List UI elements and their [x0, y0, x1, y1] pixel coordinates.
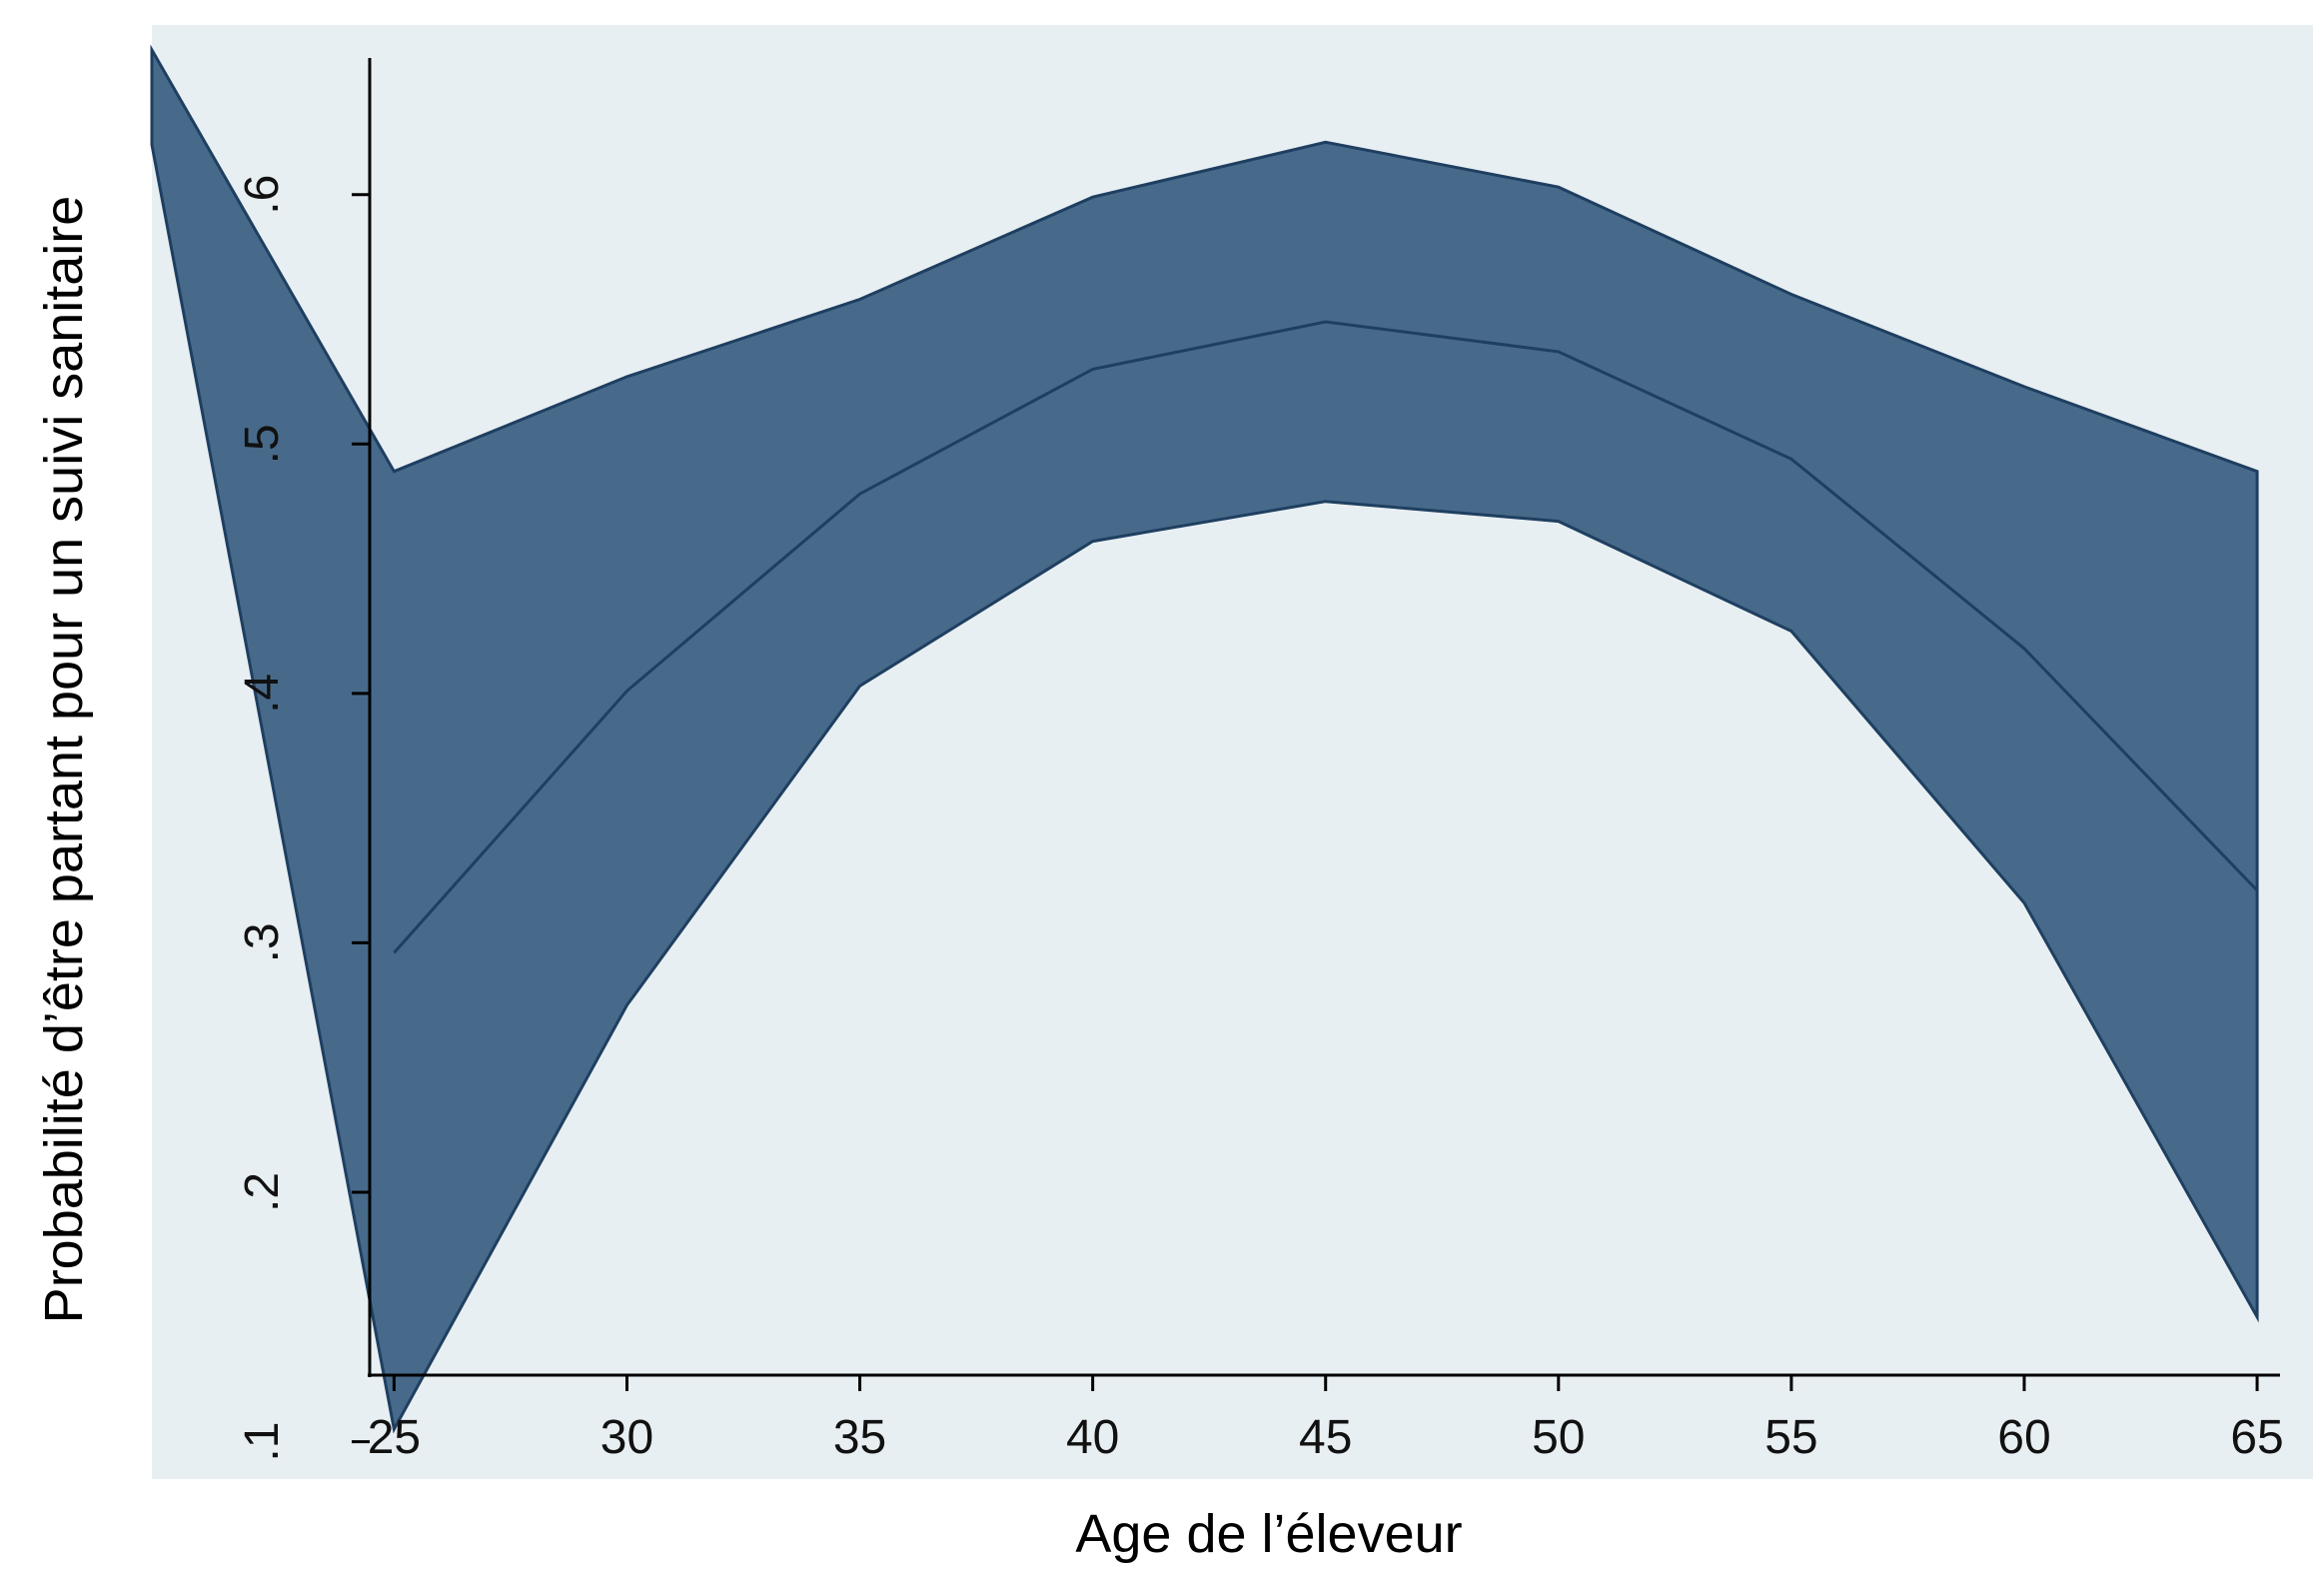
- y-tick-label: .1: [236, 1422, 289, 1462]
- x-tick-label: 60: [1997, 1411, 2050, 1464]
- y-axis-title: Probabilité d’être partant pour un suivi…: [34, 196, 94, 1324]
- x-tick-label: 55: [1764, 1411, 1817, 1464]
- y-tick-label: .5: [236, 424, 289, 464]
- y-tick-label: .3: [236, 922, 289, 962]
- x-tick-label: 40: [1066, 1411, 1119, 1464]
- y-tick-label: .2: [236, 1172, 289, 1212]
- confidence-band: [150, 44, 2259, 1434]
- y-tick-label: .6: [236, 175, 289, 215]
- x-tick-label: 25: [368, 1411, 421, 1464]
- x-axis-title: Age de l’éleveur: [1075, 1504, 1462, 1564]
- x-tick-label: 35: [833, 1411, 886, 1464]
- x-tick-label: 45: [1299, 1411, 1352, 1464]
- x-tick-label: 50: [1532, 1411, 1585, 1464]
- y-tick-label: .4: [236, 674, 289, 714]
- ticks: 25 30 35 40 45 50 55 60 65 .1 .2 .3 .4 .5 .6: [236, 175, 2284, 1464]
- x-tick-label: 30: [600, 1411, 653, 1464]
- x-tick-label: 65: [2230, 1411, 2283, 1464]
- mean-line: [393, 320, 2259, 954]
